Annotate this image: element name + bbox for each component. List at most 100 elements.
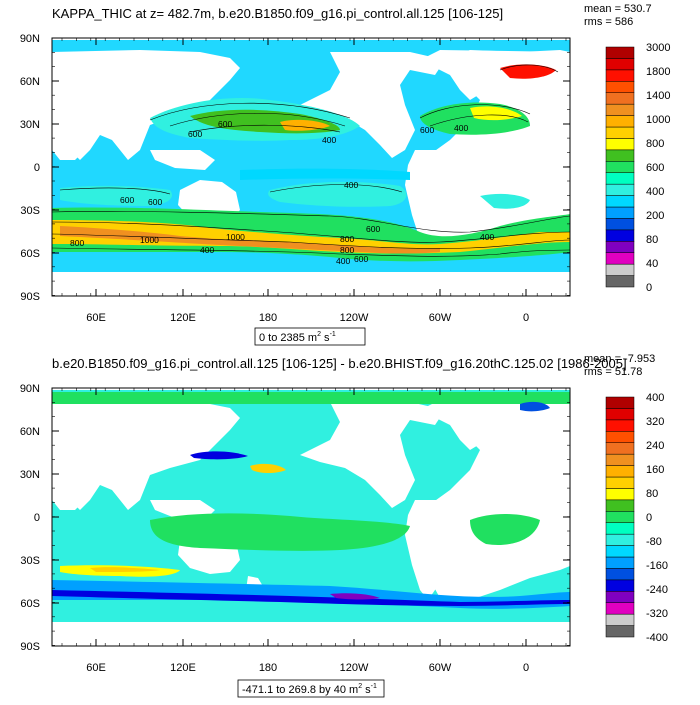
panel-bottom-mean: mean = -7.953 xyxy=(584,353,655,365)
x-tick-label: 60E xyxy=(86,312,106,324)
colorbar-swatch xyxy=(605,545,635,558)
range-sup2: -1 xyxy=(330,331,336,338)
panel-top-title: KAPPA_THIC at z= 482.7m, b.e20.B1850.f09… xyxy=(52,6,503,21)
colorbar-label: -240 xyxy=(646,584,668,596)
contour-label: 400 xyxy=(336,256,350,266)
colorbar-label: -400 xyxy=(646,632,668,644)
x-tick-label: 120W xyxy=(340,662,369,674)
contour-label: 1000 xyxy=(140,235,159,245)
colorbar-label: 320 xyxy=(646,416,664,428)
colorbar-label: 240 xyxy=(646,440,664,452)
y-tick-label: 0 xyxy=(34,162,40,174)
colorbar-swatch xyxy=(605,602,635,615)
panel-bottom-range-label: -471.1 to 269.8 by 40 m2 s-1 xyxy=(237,679,385,698)
range-tail: s xyxy=(321,332,330,344)
colorbar-label: 1000 xyxy=(646,114,670,126)
x-tick-label: 0 xyxy=(523,662,529,674)
anomaly-green-patches xyxy=(150,513,410,551)
colorbar-label: 600 xyxy=(646,162,664,174)
y-tick-label: 60N xyxy=(20,76,40,88)
colorbar-swatch xyxy=(605,408,635,421)
acc-band-core xyxy=(52,220,570,254)
y-tick-label: 30N xyxy=(20,469,40,481)
colorbar-swatch xyxy=(605,172,635,185)
panel-bottom-colorbar: 400 320 240 160 80 0 -80 -160 -240 -320 -400 xyxy=(605,392,668,644)
range-sup: 2 xyxy=(317,331,321,338)
panel-bottom-title: b.e20.B1850.f09_g16.pi_control.all.125 [… xyxy=(52,356,627,371)
y-tick-label: 90N xyxy=(20,383,40,395)
contour-label: 800 xyxy=(70,238,84,248)
panel-top-range-label: 0 to 2385 m2 s-1 xyxy=(254,327,366,346)
contour-label: 400 xyxy=(322,135,336,145)
x-tick-label: 60W xyxy=(429,312,452,324)
colorbar-label: -320 xyxy=(646,608,668,620)
y-tick-label: 90S xyxy=(20,291,40,303)
x-tick-label: 120E xyxy=(170,312,196,324)
colorbar-swatch xyxy=(605,431,635,443)
anomaly-np-rise xyxy=(250,463,286,473)
contour-label: 600 xyxy=(366,224,380,234)
colorbar-swatch xyxy=(605,579,635,592)
ocean-bands-top xyxy=(52,64,570,262)
colorbar-swatch xyxy=(605,453,635,466)
colorbar-swatch xyxy=(605,103,635,116)
colorbar-swatch xyxy=(605,218,635,231)
anomaly-south-band-peak xyxy=(330,593,380,600)
colorbar-label: 1800 xyxy=(646,66,670,78)
x-tick-label: 60W xyxy=(429,662,452,674)
contour-label: 800 xyxy=(340,245,354,255)
colorbar-swatch xyxy=(605,488,635,501)
contour-label: 400 xyxy=(454,123,468,133)
colorbar-label: 80 xyxy=(646,234,658,246)
north-atlantic-core xyxy=(470,106,522,121)
colorbar-swatch xyxy=(605,465,635,478)
panel-bottom-ticks: 60E 120E 180 120W 60W 0 90N 60N 30N 0 30S 60S 90S xyxy=(20,383,570,674)
south-atlantic-gyre xyxy=(480,193,530,209)
range-tail: s xyxy=(362,684,371,696)
colorbar-swatch xyxy=(605,252,635,265)
contour-label: 1000 xyxy=(226,232,245,242)
svg-text:0 to 2385 m2 s-1: 0 to 2385 m2 s-1 xyxy=(259,331,336,344)
colorbar-swatch xyxy=(605,115,635,128)
contour-label: 400 xyxy=(200,245,214,255)
colorbar-swatch xyxy=(605,126,635,139)
labrador-peak xyxy=(500,64,556,79)
colorbar-swatch xyxy=(605,522,635,535)
colorbar-swatch xyxy=(605,81,635,93)
contour-label: 600 xyxy=(188,129,202,139)
y-tick-label: 60N xyxy=(20,426,40,438)
panel-bottom-map xyxy=(52,388,570,646)
colorbar-swatch xyxy=(605,206,635,219)
x-tick-label: 180 xyxy=(259,312,277,324)
colorbar-swatch xyxy=(605,556,635,569)
colorbar-label: -80 xyxy=(646,536,662,548)
colorbar-label: 160 xyxy=(646,464,664,476)
continents-bottom xyxy=(52,400,570,646)
south-indian-gyre xyxy=(60,185,172,206)
contour-label: 600 xyxy=(420,125,434,135)
y-tick-label: 90S xyxy=(20,641,40,653)
colorbar-swatch xyxy=(605,442,635,455)
y-tick-label: 30N xyxy=(20,119,40,131)
colorbar-label: -160 xyxy=(646,560,668,572)
anomaly-labrador xyxy=(520,401,550,412)
continents-top xyxy=(52,50,570,296)
range-text: 0 to 2385 m xyxy=(259,332,317,344)
colorbar-label: 200 xyxy=(646,210,664,222)
equatorial-band xyxy=(240,168,410,180)
y-tick-label: 90N xyxy=(20,33,40,45)
range-sup2: -1 xyxy=(371,683,377,690)
range-text: -471.1 to 269.8 by 40 m xyxy=(242,684,358,696)
colorbar-swatch xyxy=(605,161,635,173)
colorbar-swatch xyxy=(605,229,635,242)
colorbar-label: 0 xyxy=(646,282,652,294)
acc-band-peak xyxy=(60,226,440,254)
colorbar-swatch xyxy=(605,613,635,626)
y-tick-label: 30S xyxy=(20,555,40,567)
colorbar-swatch xyxy=(605,625,635,638)
colorbar-label: 80 xyxy=(646,488,658,500)
colorbar-swatch xyxy=(605,195,635,208)
colorbar-label: 0 xyxy=(646,512,652,524)
colorbar-swatch xyxy=(605,46,635,59)
ocean-bands-bottom xyxy=(52,392,570,609)
